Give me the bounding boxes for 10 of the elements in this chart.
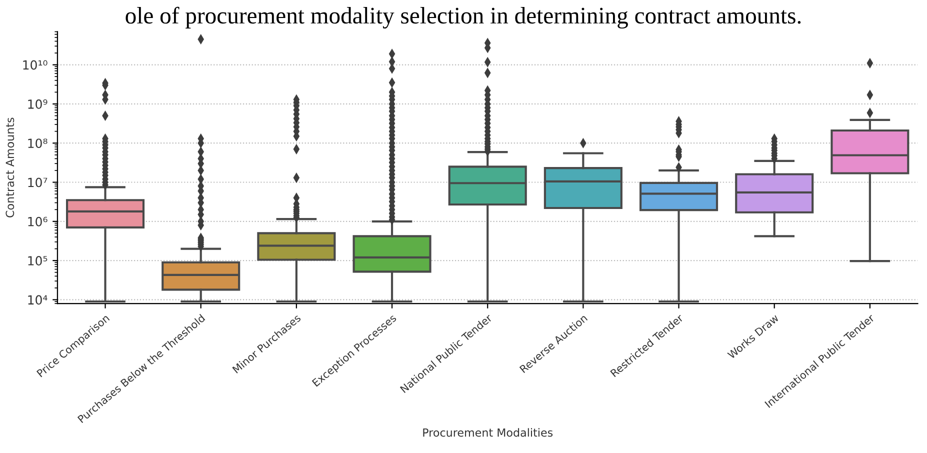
y-tick-label: 10⁵ xyxy=(28,256,48,266)
y-tick-label: 10⁸ xyxy=(28,138,48,148)
y-axis-title: Contract Amounts xyxy=(6,118,14,218)
y-tick-label: 10⁹ xyxy=(28,99,48,109)
x-axis-title: Procurement Modalities xyxy=(423,428,553,437)
y-tick-label: 10⁷ xyxy=(28,178,48,188)
y-tick-label: 10¹⁰ xyxy=(23,60,48,70)
y-tick-label: 10⁴ xyxy=(28,295,48,305)
chart-title: ole of procurement modality selection in determining contract amounts. xyxy=(126,6,801,29)
y-tick-label: 10⁶ xyxy=(28,216,48,226)
